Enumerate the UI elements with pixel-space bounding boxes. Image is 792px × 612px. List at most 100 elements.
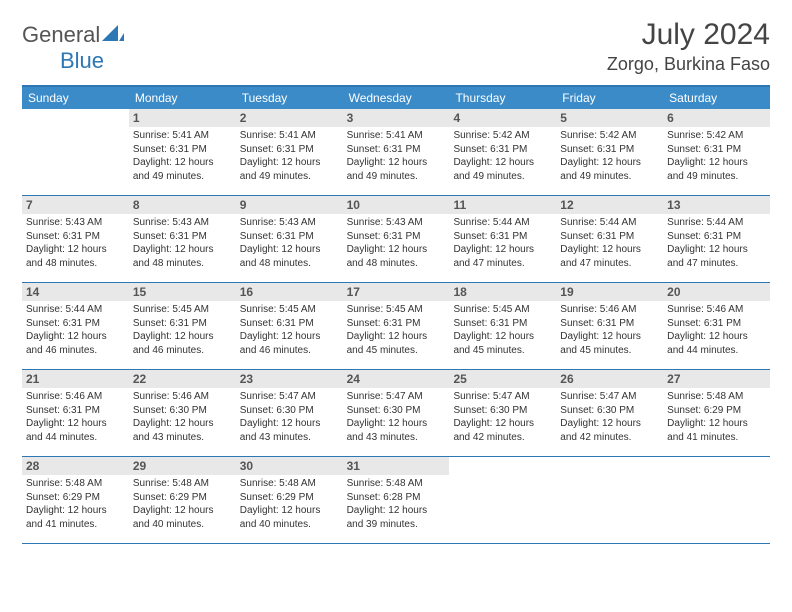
day-cell: 24Sunrise: 5:47 AMSunset: 6:30 PMDayligh… (343, 370, 450, 456)
title-block: July 2024 Zorgo, Burkina Faso (607, 18, 770, 75)
sunrise-text: Sunrise: 5:48 AM (667, 390, 766, 404)
sunset-text: Sunset: 6:31 PM (240, 230, 339, 244)
sunrise-text: Sunrise: 5:47 AM (453, 390, 552, 404)
sunset-text: Sunset: 6:29 PM (667, 404, 766, 418)
day-cell: 27 Sunrise: 5:48 AMSunset: 6:29 PMDayligh… (663, 370, 770, 456)
daylight-text: and 46 minutes. (133, 344, 232, 358)
daylight-text: Daylight: 12 hours (240, 156, 339, 170)
day-cell: 19Sunrise: 5:46 AMSunset: 6:31 PMDayligh… (556, 283, 663, 369)
sunrise-text: Sunrise: 5:44 AM (667, 216, 766, 230)
sunrise-text: Sunrise: 5:41 AM (133, 129, 232, 143)
daylight-text: and 42 minutes. (560, 431, 659, 445)
day-number: 26 (556, 370, 663, 388)
daylight-text: and 45 minutes. (347, 344, 446, 358)
sunrise-text: Sunrise: 5:48 AM (347, 477, 446, 491)
day-cell (22, 109, 129, 195)
daylight-text: Daylight: 12 hours (667, 156, 766, 170)
day-number: 30 (236, 457, 343, 475)
day-number: 29 (129, 457, 236, 475)
calendar: SundayMondayTuesdayWednesdayThursdayFrid… (22, 85, 770, 544)
sunrise-text: Sunrise: 5:45 AM (347, 303, 446, 317)
day-cell: 29Sunrise: 5:48 AMSunset: 6:29 PMDayligh… (129, 457, 236, 543)
day-cell: 21Sunrise: 5:46 AMSunset: 6:31 PMDayligh… (22, 370, 129, 456)
day-number: 5 (556, 109, 663, 127)
day-header: Sunday (22, 87, 129, 109)
sunset-text: Sunset: 6:31 PM (347, 230, 446, 244)
sunrise-text: Sunrise: 5:44 AM (26, 303, 125, 317)
sunrise-text: Sunrise: 5:44 AM (560, 216, 659, 230)
daylight-text: Daylight: 12 hours (667, 330, 766, 344)
day-header: Wednesday (343, 87, 450, 109)
sunset-text: Sunset: 6:28 PM (347, 491, 446, 505)
day-cell: 13Sunrise: 5:44 AMSunset: 6:31 PMDayligh… (663, 196, 770, 282)
day-cell: 8Sunrise: 5:43 AMSunset: 6:31 PMDaylight… (129, 196, 236, 282)
daylight-text: Daylight: 12 hours (240, 417, 339, 431)
sunset-text: Sunset: 6:31 PM (453, 143, 552, 157)
daylight-text: and 45 minutes. (560, 344, 659, 358)
sunrise-text: Sunrise: 5:45 AM (133, 303, 232, 317)
sunset-text: Sunset: 6:31 PM (133, 143, 232, 157)
sunset-text: Sunset: 6:29 PM (133, 491, 232, 505)
week-row: 21Sunrise: 5:46 AMSunset: 6:31 PMDayligh… (22, 370, 770, 457)
day-number: 27 (663, 370, 770, 388)
daylight-text: and 43 minutes. (133, 431, 232, 445)
week-row: 28 Sunrise: 5:48 AM Sunset: 6:29 PM Dayligh… (22, 457, 770, 544)
day-number: 11 (449, 196, 556, 214)
daylight-text: Daylight: 12 hours (26, 243, 125, 257)
daylight-text: Daylight: 12 hours (26, 504, 125, 518)
sunrise-text: Sunrise: 5:43 AM (26, 216, 125, 230)
day-cell: 2Sunrise: 5:41 AMSunset: 6:31 PMDaylight… (236, 109, 343, 195)
daylight-text: Daylight: 12 hours (347, 156, 446, 170)
sunrise-text: Sunrise: 5:43 AM (347, 216, 446, 230)
sunrise-text: Sunrise: 5:45 AM (240, 303, 339, 317)
day-number: 28 (22, 457, 129, 475)
daylight-text: and 49 minutes. (347, 170, 446, 184)
daylight-text: and 48 minutes. (26, 257, 125, 271)
sunset-text: Sunset: 6:31 PM (26, 404, 125, 418)
daylight-text: and 48 minutes. (240, 257, 339, 271)
sunrise-text: Sunrise: 5:41 AM (240, 129, 339, 143)
day-number: 9 (236, 196, 343, 214)
daylight-text: Daylight: 12 hours (453, 330, 552, 344)
daylight-text: Daylight: 12 hours (560, 243, 659, 257)
sunset-text: Sunset: 6:31 PM (560, 230, 659, 244)
sunrise-text: Sunrise: 5:48 AM (26, 477, 125, 491)
sunrise-text: Sunrise: 5:43 AM (240, 216, 339, 230)
day-number: 16 (236, 283, 343, 301)
day-cell: 23Sunrise: 5:47 AMSunset: 6:30 PMDayligh… (236, 370, 343, 456)
sunrise-text: Sunrise: 5:46 AM (560, 303, 659, 317)
sunset-text: Sunset: 6:30 PM (133, 404, 232, 418)
daylight-text: and 49 minutes. (133, 170, 232, 184)
daylight-text: Daylight: 12 hours (453, 417, 552, 431)
day-number: 23 (236, 370, 343, 388)
daylight-text: Daylight: 12 hours (347, 417, 446, 431)
daylight-text: Daylight: 12 hours (240, 504, 339, 518)
daylight-text: and 47 minutes. (667, 257, 766, 271)
day-cell: 3Sunrise: 5:41 AMSunset: 6:31 PMDaylight… (343, 109, 450, 195)
sunset-text: Sunset: 6:31 PM (26, 317, 125, 331)
sunset-text: Sunset: 6:31 PM (667, 317, 766, 331)
sunset-text: Sunset: 6:31 PM (453, 230, 552, 244)
day-cell: 11Sunrise: 5:44 AMSunset: 6:31 PMDayligh… (449, 196, 556, 282)
daylight-text: Daylight: 12 hours (26, 417, 125, 431)
daylight-text: Daylight: 12 hours (560, 417, 659, 431)
daylight-text: Daylight: 12 hours (560, 330, 659, 344)
day-number: 17 (343, 283, 450, 301)
day-cell: 22Sunrise: 5:46 AMSunset: 6:30 PMDayligh… (129, 370, 236, 456)
sunset-text: Sunset: 6:31 PM (26, 230, 125, 244)
daylight-text: and 41 minutes. (26, 518, 125, 532)
sunset-text: Sunset: 6:30 PM (347, 404, 446, 418)
day-cell: 4Sunrise: 5:42 AMSunset: 6:31 PMDaylight… (449, 109, 556, 195)
sunset-text: Sunset: 6:30 PM (240, 404, 339, 418)
week-row: 1Sunrise: 5:41 AMSunset: 6:31 PMDaylight… (22, 109, 770, 196)
day-number: 1 (129, 109, 236, 127)
daylight-text: and 46 minutes. (240, 344, 339, 358)
day-cell: 15Sunrise: 5:45 AMSunset: 6:31 PMDayligh… (129, 283, 236, 369)
day-number: 3 (343, 109, 450, 127)
daylight-text: Daylight: 12 hours (667, 417, 766, 431)
day-number: 15 (129, 283, 236, 301)
daylight-text: Daylight: 12 hours (133, 156, 232, 170)
day-cell: 6Sunrise: 5:42 AMSunset: 6:31 PMDaylight… (663, 109, 770, 195)
day-cell: 9Sunrise: 5:43 AMSunset: 6:31 PMDaylight… (236, 196, 343, 282)
day-cell: 7Sunrise: 5:43 AMSunset: 6:31 PMDaylight… (22, 196, 129, 282)
